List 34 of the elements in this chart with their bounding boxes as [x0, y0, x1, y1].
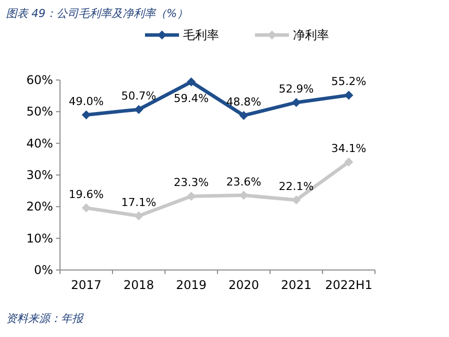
- chart-title: 图表 49：公司毛利率及净利率（%）: [6, 7, 188, 20]
- data-label: 52.9%: [278, 82, 314, 96]
- y-tick-label: 50%: [26, 104, 53, 119]
- point: [344, 158, 354, 167]
- data-label: 19.6%: [68, 188, 104, 201]
- x-tick-label: 2022H1: [325, 278, 372, 292]
- x-tick-label: 2021: [280, 278, 312, 292]
- y-tick-label: 0%: [34, 263, 53, 277]
- data-label: 23.6%: [226, 175, 262, 188]
- data-label: 17.1%: [121, 196, 156, 209]
- data-label: 49.0%: [68, 94, 104, 108]
- point: [186, 77, 196, 86]
- data-label: 23.3%: [174, 176, 209, 190]
- point: [239, 110, 248, 120]
- y-tick-label: 30%: [26, 168, 53, 182]
- point: [82, 203, 91, 212]
- x-tick-label: 2018: [123, 278, 154, 292]
- x-tick-label: 2019: [176, 278, 207, 292]
- data-label: 59.4%: [174, 92, 209, 105]
- data-label: 55.2%: [331, 75, 366, 88]
- y-tick-label: 40%: [26, 136, 53, 150]
- legend-label: 净利率: [293, 28, 329, 42]
- legend-label: 毛利率: [183, 28, 219, 42]
- y-tick-label: 10%: [26, 231, 53, 246]
- x-tick-label: 2017: [70, 278, 102, 292]
- data-label: 34.1%: [331, 142, 366, 156]
- data-label: 22.1%: [278, 180, 314, 194]
- data-label: 50.7%: [121, 89, 156, 102]
- y-tick-label: 20%: [26, 200, 53, 214]
- x-tick-label: 2020: [228, 278, 260, 292]
- y-tick-label: 60%: [26, 73, 53, 87]
- data-label: 48.8%: [226, 95, 262, 108]
- text: 资料来源：年报: [6, 312, 84, 325]
- point: [292, 98, 301, 107]
